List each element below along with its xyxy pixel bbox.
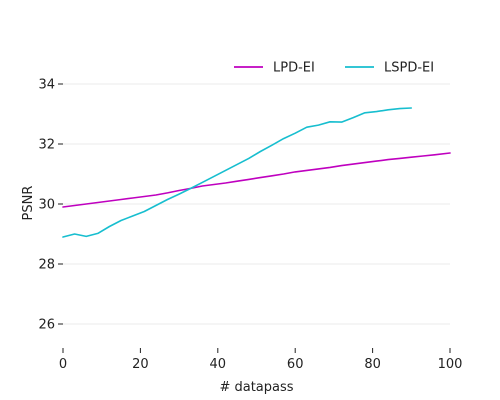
legend-label-lpd-ei: LPD-EI (273, 61, 315, 76)
x-tick-label: 20 (132, 357, 149, 372)
y-tick-label: 30 (38, 198, 55, 213)
series-lines (62, 107, 451, 238)
legend-label-lspd-ei: LSPD-EI (384, 61, 434, 76)
x-tick-label: 40 (210, 357, 227, 372)
axes: 26 28 30 32 34 0 20 40 60 80 100 # datapass PSNR (21, 78, 462, 396)
series-line-lspd-ei (62, 107, 413, 238)
y-tick-label: 34 (38, 78, 55, 93)
y-tick-label: 32 (38, 138, 55, 153)
x-axis-label: # datapass (219, 380, 293, 395)
y-axis-label: PSNR (21, 186, 36, 221)
y-tick-label: 28 (38, 258, 55, 273)
series-line-lpd-ei (62, 152, 451, 208)
x-tick-label: 0 (59, 357, 67, 372)
x-tick-label: 100 (438, 357, 463, 372)
legend: LPD-EI LSPD-EI (234, 61, 434, 76)
x-tick-label: 80 (364, 357, 381, 372)
y-tick-label: 26 (38, 318, 55, 333)
grid-lines (63, 83, 450, 325)
x-tick-label: 60 (287, 357, 304, 372)
